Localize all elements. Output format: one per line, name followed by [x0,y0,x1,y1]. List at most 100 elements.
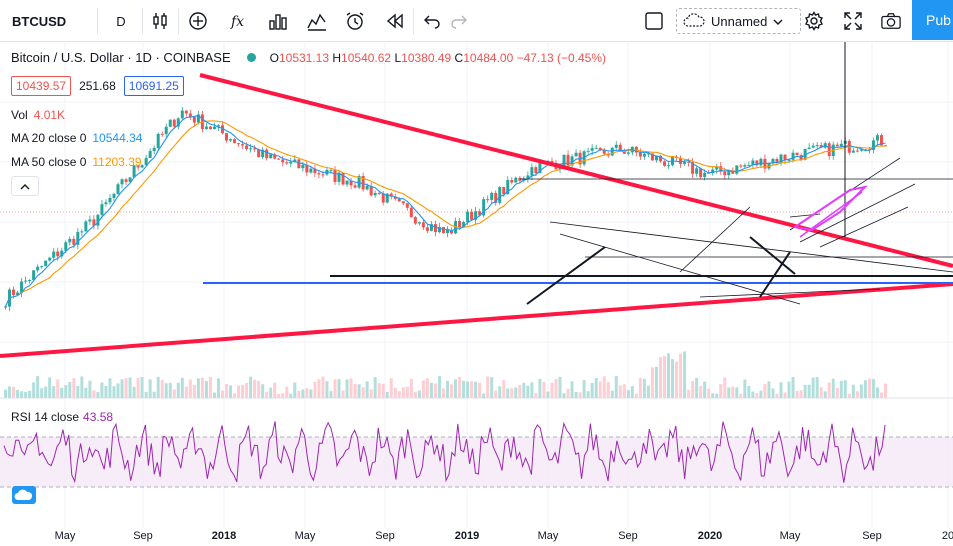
candle-body [297,159,301,169]
volume-value: 4.01K [33,108,66,122]
volume-bar [361,387,365,398]
volume-bar [715,393,719,398]
candle-body [237,143,241,145]
candle-body [883,145,887,147]
fx-icon[interactable]: fx [228,6,248,36]
channel-line[interactable] [549,221,953,273]
rsi-legend[interactable]: RSI 14 close 43.58 [11,410,113,424]
ma50-value: 11203.39 [92,155,142,169]
candle-body [775,158,779,164]
candle-body [16,292,20,295]
fullscreen-icon[interactable] [843,6,863,36]
candle-body [819,145,823,148]
alert-icon[interactable] [345,6,365,36]
volume-bar [514,387,518,398]
candle-body [437,227,441,233]
time-axis-label: May [779,530,801,542]
trend-segment[interactable] [759,251,791,298]
volume-bar [699,386,703,398]
magenta-channel[interactable] [792,185,869,232]
candle-body [329,169,333,171]
candle-body [401,201,405,204]
trend-segment[interactable] [526,246,606,305]
layout-selector[interactable]: Unnamed [676,8,801,34]
candles-icon[interactable] [150,6,170,36]
candle-body [36,266,40,271]
replay-icon[interactable] [385,6,405,36]
candle-body [160,133,164,135]
candle-body [863,149,867,151]
compare-icon[interactable] [307,6,327,36]
candle-body [879,135,883,146]
volume-bar [823,391,827,398]
volume-bar [482,393,486,398]
volume-bar [285,386,289,398]
candle-body [88,219,92,222]
volume-bar [4,389,7,398]
collapse-legend-button[interactable] [11,176,39,196]
candle-body [317,173,321,175]
toolbar-divider [178,8,179,34]
candle-body [715,166,719,170]
candle-body [172,119,176,127]
undo-icon[interactable] [421,6,441,36]
volume-bar [429,382,433,398]
volume-bar [160,380,164,398]
gear-icon[interactable] [804,6,824,36]
volume-bar [321,376,325,398]
candle-body [466,211,470,223]
volume-bar [417,390,421,398]
lower-trendline[interactable] [0,282,953,358]
volume-bar [839,380,843,398]
bar-chart-icon[interactable] [268,6,288,36]
add-indicator-icon[interactable] [188,6,208,36]
candle-body [646,153,650,155]
ma50-legend[interactable]: MA 50 close 0 11203.39 [11,155,142,169]
open-key: O [269,50,279,65]
horizontal-line[interactable] [699,288,881,298]
interval-button[interactable]: D [116,13,126,29]
magenta-channel-line[interactable] [799,191,863,238]
ask-price[interactable]: 10691.25 [123,76,184,96]
publish-button[interactable]: Pub [912,0,953,40]
candle-body [269,154,273,159]
candle-body [518,177,522,181]
volume-bar [538,378,542,398]
volume-bar [200,377,204,398]
candle-body [562,154,566,168]
bid-price[interactable]: 10439.57 [11,76,72,96]
candle-body [494,192,498,203]
volume-legend[interactable]: Vol 4.01K [11,108,65,122]
candle-body [176,118,180,127]
trend-segment[interactable] [789,213,821,218]
checkbox-icon[interactable] [644,6,664,36]
candle-body [277,158,281,160]
trend-segment[interactable] [749,236,796,275]
candle-body [610,147,614,156]
bid-ask-row: 10439.57 251.68 10691.25 [11,76,184,96]
chevron-down-icon [773,14,783,29]
candle-body [333,169,337,182]
candle-body [622,150,626,154]
volume-bar [634,393,638,398]
channel-line[interactable] [559,233,801,305]
candle-body [658,155,662,162]
candle-body [667,165,670,167]
channel-line[interactable] [819,206,909,248]
price-chart[interactable] [0,42,953,546]
candle-body [626,152,630,154]
channel-line[interactable] [799,183,916,243]
upper-trendline[interactable] [199,73,953,268]
symbol-search-button[interactable]: BTCUSD [12,13,67,29]
drawings[interactable] [0,42,953,358]
trend-segment[interactable] [679,206,751,273]
volume-bar [494,390,498,398]
redo-icon[interactable] [450,6,470,36]
auto-fit-button[interactable] [12,486,36,504]
volume-bar [16,389,20,398]
camera-icon[interactable] [880,6,902,36]
volume-bar [329,391,333,398]
ma20-legend[interactable]: MA 20 close 0 10544.34 [11,131,142,145]
candle-body [337,172,341,182]
candle-body [654,155,658,161]
